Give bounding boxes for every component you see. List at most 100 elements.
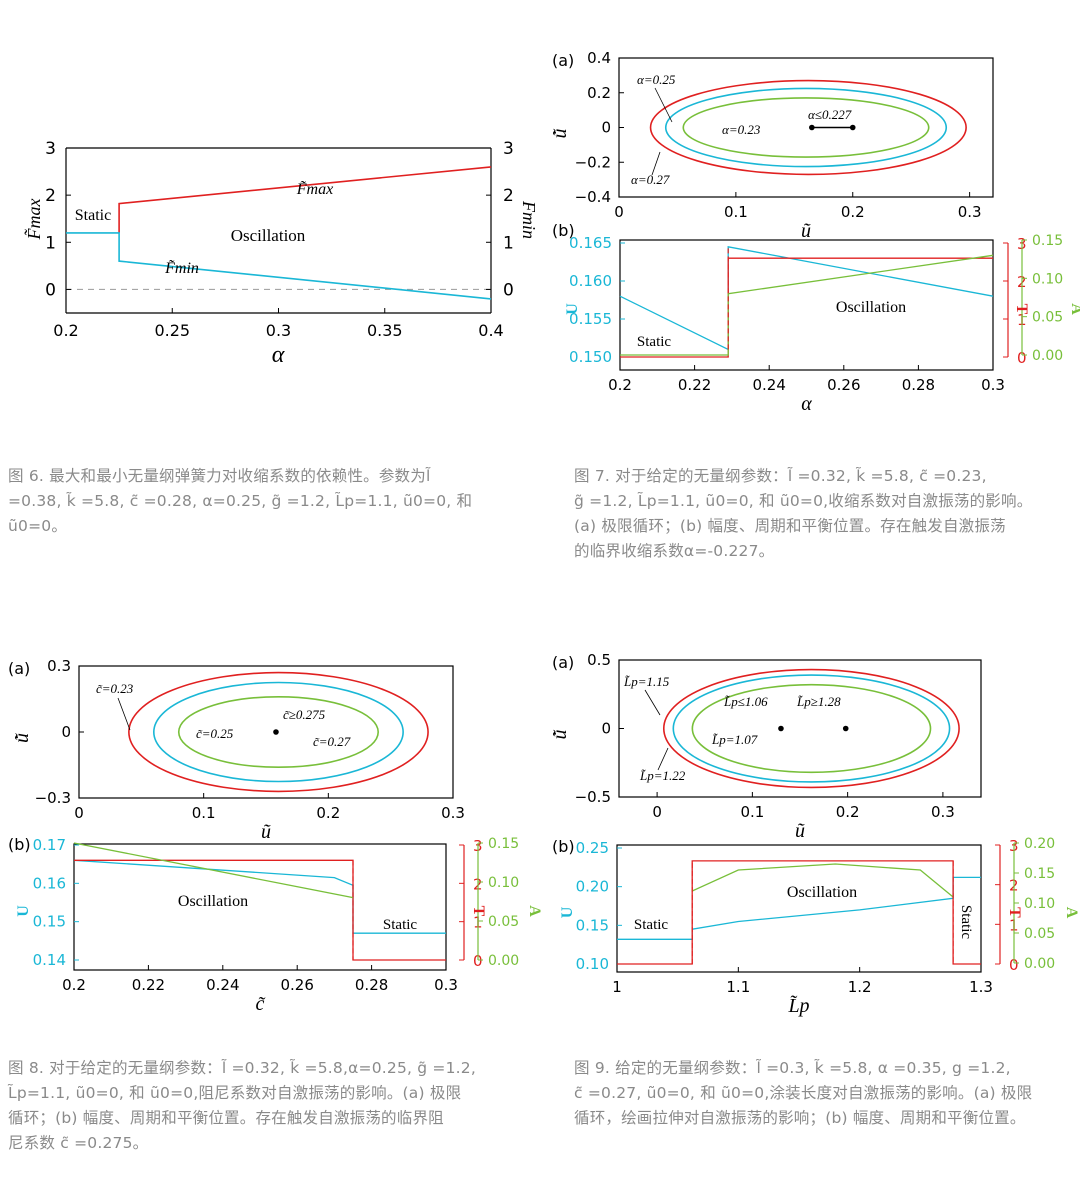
u-tick-label: 0.150	[569, 348, 612, 366]
caption-line: =0.38, k̃ =5.8, c̃ =0.28, α=0.25, g̃ =1.…	[8, 492, 473, 535]
x-tick-label: 0.2	[608, 376, 632, 394]
segment-label: α≤0.227	[808, 107, 852, 122]
series-t-line	[74, 859, 446, 961]
point-label: L̃p≥1.28	[796, 694, 841, 709]
y-tick-label: −0.4	[575, 188, 611, 206]
u-tick-label: 0.155	[569, 310, 612, 328]
x-tick-label: 0.2	[316, 804, 340, 822]
x-tick-label: 0	[74, 804, 84, 822]
t-tick-label: 0	[1009, 956, 1019, 974]
y-tick-label-left: 3	[45, 139, 56, 159]
y-tick-label-left: 0	[45, 280, 56, 300]
annotation-static: Static	[958, 905, 974, 940]
x-tick-label: 0.22	[678, 376, 711, 394]
x-tick-label: 0.2	[841, 203, 865, 221]
annotation-oscillation: Oscillation	[787, 884, 857, 901]
a-tick-label: 0.10	[488, 875, 519, 891]
x-tick-label: 0.24	[752, 376, 785, 394]
a-tick-label: 0.00	[1024, 956, 1055, 972]
curve-label: L̃p=1.07	[711, 732, 758, 747]
u-tick-label: 0.16	[33, 874, 66, 892]
y-tick-label-right: 1	[503, 233, 514, 253]
caption-fig7: 图 7. 对于给定的无量纲参数：l̃ =0.32, k̃ =5.8, c̃ =0…	[574, 464, 1079, 564]
t-axis-label: T	[470, 906, 487, 917]
series-line	[118, 166, 492, 233]
limit-cycle-ellipse	[664, 87, 948, 168]
x-axis-label: ũ	[261, 821, 271, 843]
y-tick-label: −0.3	[35, 789, 71, 807]
y-tick-label-right: 2	[503, 186, 514, 206]
series-t-line	[617, 860, 981, 965]
u-tick-label: 0.15	[576, 916, 609, 934]
y-tick-label-left: 1	[45, 233, 56, 253]
caption-line: 图 7. 对于给定的无量纲参数：l̃ =0.32, k̃ =5.8, c̃ =0…	[574, 467, 987, 485]
t-axis-label: T	[1013, 304, 1030, 315]
x-tick-label: 0.3	[981, 376, 1005, 394]
series-u-line	[619, 246, 994, 351]
y-tick-label: 0	[601, 119, 611, 137]
fixed-point-dot	[809, 124, 815, 131]
y-tick-label-right: 3	[503, 139, 514, 159]
fixed-point-dot	[849, 124, 856, 131]
panel-label: (a)	[552, 51, 574, 70]
a-tick-label: 0.20	[1024, 836, 1055, 852]
series-a-line	[620, 254, 994, 356]
a-tick-label: 0.05	[488, 914, 519, 930]
curve-label: α=0.23	[722, 122, 761, 137]
caption-line: 图 8. 对于给定的无量纲参数：l̃ =0.32, k̃ =5.8,α=0.25…	[8, 1059, 476, 1077]
limit-cycle-ellipse	[128, 671, 429, 793]
u-tick-label: 0.10	[576, 955, 609, 973]
t-tick-label: 0	[473, 952, 483, 970]
panel-label: (b)	[8, 835, 31, 854]
y-axis-label: u̇̃	[549, 730, 571, 740]
x-tick-label: 0.2	[62, 976, 86, 994]
x-tick-label: 0.2	[836, 803, 860, 821]
point-label: L̃p≤1.06	[723, 694, 768, 709]
x-tick-label: 0.25	[154, 321, 190, 340]
x-tick-label: 1.2	[848, 978, 872, 996]
a-axis-label: A	[526, 905, 543, 917]
caption-line: g̃ =1.2, L̃p=1.1, ũ0=0, 和 ũ0=0,收缩系数对自激振荡…	[574, 492, 1033, 510]
y-tick-label: −0.5	[575, 788, 611, 806]
a-tick-label: 0.15	[1032, 233, 1063, 249]
a-tick-label: 0.10	[1024, 896, 1055, 912]
u-axis-label: U	[15, 905, 32, 917]
a-tick-label: 0.00	[488, 953, 519, 969]
series-a-line	[691, 863, 954, 898]
a-tick-label: 0.05	[1032, 310, 1063, 326]
annotation-fmin: F̃min	[164, 259, 199, 277]
curve-label: c̃=0.25	[196, 726, 234, 741]
x-tick-label: 0.3	[958, 203, 982, 221]
caption-line: (a) 极限循环；(b) 幅度、周期和平衡位置。存在触发自激振荡	[574, 517, 1006, 535]
caption-fig8: 图 8. 对于给定的无量纲参数：l̃ =0.32, k̃ =5.8,α=0.25…	[8, 1056, 528, 1156]
x-tick-label: 0.22	[132, 976, 165, 994]
x-tick-label: 0.26	[280, 976, 313, 994]
x-tick-label: 0.24	[206, 976, 239, 994]
t-tick-label: 0	[1017, 349, 1027, 367]
point-label: c̃≥0.275	[283, 707, 326, 722]
plot-frame	[73, 843, 447, 971]
u-tick-label: 0.25	[576, 839, 609, 857]
x-tick-label: 0.28	[902, 376, 935, 394]
x-tick-label: 0.1	[740, 803, 764, 821]
x-tick-label: 0.3	[434, 976, 458, 994]
x-tick-label: 0.28	[355, 976, 388, 994]
x-tick-label: 0.4	[478, 321, 503, 340]
curve-label: L̃p=1.22	[639, 768, 686, 783]
x-axis-label: L̃p	[787, 994, 809, 1017]
x-axis-label: ũ	[801, 220, 811, 242]
label-leader	[654, 87, 673, 123]
a-tick-label: 0.00	[1032, 348, 1063, 364]
fixed-point-dot	[778, 725, 784, 732]
limit-cycle-ellipse	[682, 97, 930, 158]
x-axis-label: c̃	[256, 993, 266, 1015]
annotation-static: Static	[383, 917, 418, 933]
x-tick-label: 0.26	[827, 376, 860, 394]
annotation-oscillation: Oscillation	[178, 893, 248, 910]
annotation-static: Static	[75, 207, 111, 224]
y-axis-label-left: F̃max	[24, 198, 44, 240]
caption-line: 图 9. 给定的无量纲参数：l̃ =0.3, k̃ =5.8, α =0.35,…	[574, 1059, 1011, 1077]
x-tick-label: 1.1	[726, 978, 750, 996]
u-tick-label: 0.17	[33, 836, 66, 854]
caption-line: 图 6. 最大和最小无量纲弹簧力对收缩系数的依赖性。参数为l̃	[8, 467, 431, 485]
